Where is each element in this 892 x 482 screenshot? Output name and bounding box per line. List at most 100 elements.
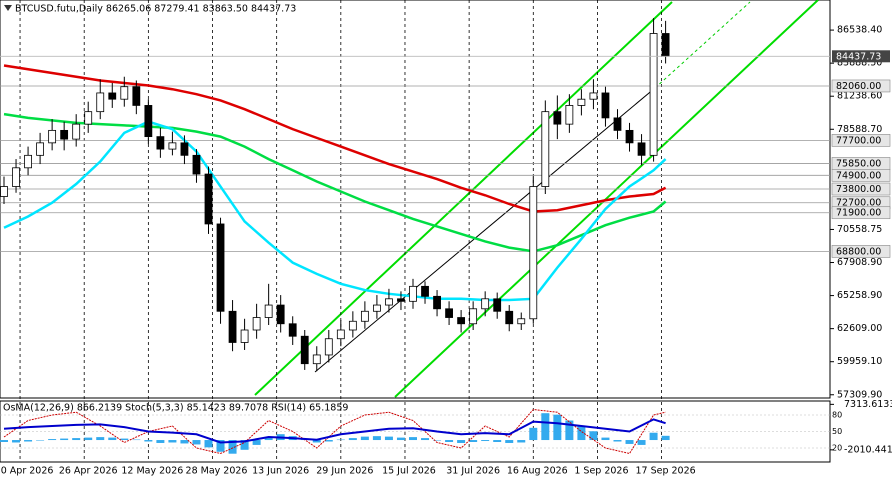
histogram-bar <box>180 440 189 444</box>
histogram-bar <box>613 440 622 442</box>
candle-body <box>60 129 69 140</box>
histogram-bar <box>517 440 526 443</box>
histogram-bar <box>457 440 466 443</box>
candle-body <box>661 33 670 57</box>
candle-body <box>84 111 93 125</box>
histogram-bar <box>168 440 177 443</box>
candle-body <box>36 142 44 156</box>
y-tick-label: 7313.6133 <box>844 399 892 410</box>
histogram-bar <box>553 414 562 441</box>
histogram-bar <box>360 436 369 441</box>
histogram-bar <box>108 437 117 441</box>
trend-channel <box>254 0 819 398</box>
histogram-bar <box>336 439 345 441</box>
histogram-bar <box>72 438 81 441</box>
last-price-label: 84437.73 <box>836 51 881 62</box>
level-label: 68800.00 <box>836 246 881 257</box>
candle-body <box>385 298 393 306</box>
y-tick-label: 70558.75 <box>837 224 882 235</box>
candle-body <box>132 86 141 106</box>
candle-body <box>204 173 213 225</box>
moving-average <box>3 120 667 302</box>
candle-body <box>276 304 285 325</box>
candle-body <box>12 167 20 187</box>
histogram-bar <box>589 431 598 441</box>
histogram-bar <box>637 440 646 445</box>
histogram-bar <box>661 435 670 441</box>
level-label-box <box>831 168 891 182</box>
histogram-bar <box>216 440 225 452</box>
oscillator-line <box>3 408 666 455</box>
level-label-box <box>831 206 891 220</box>
histogram-bar <box>396 437 405 441</box>
candle-body <box>216 223 225 312</box>
candle-body <box>625 129 634 144</box>
y-tick-label: 20 <box>832 444 842 453</box>
oscillator-panel <box>0 400 831 463</box>
y-tick-label: -2010.4417 <box>844 444 892 455</box>
collapse-icon[interactable] <box>4 5 12 11</box>
histogram-bar <box>132 439 141 441</box>
histogram-bar <box>12 440 21 443</box>
channel-lower <box>394 0 819 398</box>
candle-body <box>96 92 105 113</box>
y-tick-label: 62609.00 <box>837 323 882 334</box>
level-label: 75850.00 <box>836 158 881 169</box>
y-tick-label: 80 <box>832 411 842 420</box>
histogram-bar <box>240 440 249 450</box>
histogram-bar <box>541 413 550 441</box>
candle-body <box>505 310 514 325</box>
candle-body <box>312 354 321 365</box>
candle-body <box>469 308 478 325</box>
histogram-bar <box>228 440 237 454</box>
y-tick-label: 78588.70 <box>837 124 882 135</box>
candle-body <box>48 129 57 144</box>
last-price-box <box>832 50 890 63</box>
oscillator-line <box>3 418 666 444</box>
level-label: 74900.00 <box>836 170 881 181</box>
candle-body <box>613 117 622 131</box>
candle-body <box>0 186 8 197</box>
x-tick-label: 31 Jul 2026 <box>446 466 500 477</box>
candle-body <box>348 320 357 331</box>
candle-body <box>324 338 333 356</box>
histogram-bar <box>96 437 105 441</box>
channel-upper <box>254 1 673 396</box>
histogram-bar <box>60 438 69 441</box>
moving-average <box>3 112 667 253</box>
histogram-bar <box>252 440 261 445</box>
candle-body <box>517 318 526 325</box>
candle-body <box>553 111 562 125</box>
level-label-box <box>831 134 891 147</box>
candle-body <box>264 304 273 318</box>
x-tick-label: 1 Sep 2026 <box>574 466 628 477</box>
candle-body <box>336 329 345 340</box>
moving-average <box>3 64 667 213</box>
candle-body <box>421 285 429 297</box>
candle-body <box>481 298 490 310</box>
histogram-bar <box>156 440 165 443</box>
histogram-bar <box>204 440 213 448</box>
histogram-bar <box>348 438 357 441</box>
histogram-bar <box>493 440 502 442</box>
candle-body <box>120 86 129 100</box>
candle-body <box>108 92 117 100</box>
candle-body <box>409 285 417 302</box>
x-tick-label: 28 May 2026 <box>186 466 248 477</box>
y-tick-label: 57309.90 <box>837 389 882 400</box>
histogram-bar <box>36 440 45 441</box>
candle-body <box>360 310 369 322</box>
histogram-bar <box>24 440 33 442</box>
candle-body <box>541 111 550 187</box>
candle-body <box>457 317 466 325</box>
x-tick-label: 29 Jun 2026 <box>316 466 373 477</box>
x-tick-label: 26 Apr 2026 <box>59 466 118 477</box>
candle-body <box>180 142 189 156</box>
x-tick-label: 12 May 2026 <box>121 466 183 477</box>
x-tick-label: 16 Aug 2026 <box>507 466 568 477</box>
candle-body <box>589 92 598 100</box>
trend-line <box>314 87 656 373</box>
level-label: 82060.00 <box>836 81 881 92</box>
histogram-bar <box>408 437 417 441</box>
